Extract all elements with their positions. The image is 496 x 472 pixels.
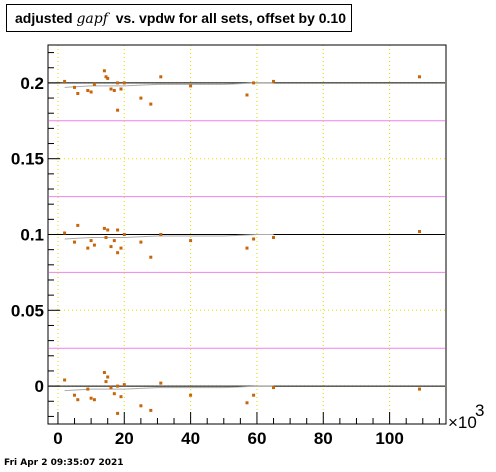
data-points [63,69,421,415]
data-point [63,378,67,382]
trend-lines [64,82,274,392]
trend-line [64,234,274,240]
data-point [112,89,116,92]
data-point [272,79,275,83]
data-point [109,245,113,249]
data-point [106,76,110,80]
data-point [119,395,123,399]
x-axis-multiplier: ×10 [448,413,477,432]
data-point [89,396,93,400]
data-point [106,375,110,379]
data-point [139,96,143,100]
data-point [73,240,76,244]
y-tick-label: 0 [35,377,44,396]
data-point [104,380,108,384]
data-point [92,243,96,247]
data-point [109,87,113,91]
axes [47,44,447,425]
x-tick-label: 60 [247,429,266,448]
x-axis-multiplier-exponent: 3 [475,401,484,420]
data-point [89,90,93,94]
data-point [73,393,76,397]
trend-line [64,82,274,88]
data-point [149,408,153,412]
data-point [116,251,120,255]
data-point [89,239,93,243]
title-variable: gapf [76,11,108,27]
data-point [252,393,256,397]
data-point [116,228,120,232]
data-point [245,401,249,405]
data-point [76,223,80,227]
y-tick-label: 0.1 [20,226,44,245]
data-point [119,246,123,250]
data-point [418,230,421,233]
timestamp-footer: Fri Apr 2 09:35:07 2021 [4,458,124,468]
data-point [86,387,90,391]
data-point [122,233,126,236]
data-point [189,393,193,397]
x-tick-label: 0 [53,429,62,448]
data-point [252,237,256,241]
data-point [63,79,67,83]
data-point [102,226,106,230]
data-point [159,75,163,79]
data-point [109,386,113,390]
data-point [102,371,106,374]
data-point [189,84,193,88]
data-point [272,386,275,390]
data-point [116,108,120,112]
data-point [92,398,96,402]
data-point [418,75,421,79]
data-point [104,236,108,239]
data-point [139,240,143,244]
data-point [418,387,421,391]
data-point [86,89,90,92]
title-prefix: adjusted [15,10,73,26]
data-point [116,411,120,415]
chart-title: adjusted gapf vs. vpdw for all sets, off… [6,4,352,32]
data-point [119,87,123,91]
data-point [245,246,249,250]
data-point [63,231,67,235]
x-tick-label: 40 [181,429,200,448]
tick-labels: 0 20 40 60 80 100 0 0.05 0.1 0.15 0.2 ×103 [11,74,485,448]
y-tick-label: 0.2 [20,74,44,93]
x-tick-label: 20 [115,429,134,448]
data-point [73,85,76,89]
data-point [116,81,120,85]
data-point [76,92,80,95]
data-point [112,392,116,396]
data-point [112,239,116,243]
data-point [92,82,96,86]
data-point [159,233,163,236]
data-point [189,239,193,243]
data-point [159,381,163,385]
data-point [102,69,106,73]
data-point [76,398,80,402]
trend-line [64,385,274,392]
title-suffix: vs. vpdw for all sets, offset by 0.10 [115,10,347,26]
y-tick-label: 0.15 [11,150,44,169]
data-point [149,102,153,106]
data-point [252,81,256,85]
data-point [116,384,120,388]
data-point [245,93,249,97]
data-point [106,228,110,232]
x-tick-label: 80 [314,429,333,448]
band-lines [49,120,445,425]
data-point [104,75,108,79]
data-point [86,246,90,250]
data-point [122,383,126,387]
data-point [139,404,143,408]
y-tick-label: 0.05 [11,301,44,320]
data-point [149,255,153,259]
data-point [272,236,275,239]
data-point [122,81,126,85]
x-tick-label: 100 [375,429,403,448]
